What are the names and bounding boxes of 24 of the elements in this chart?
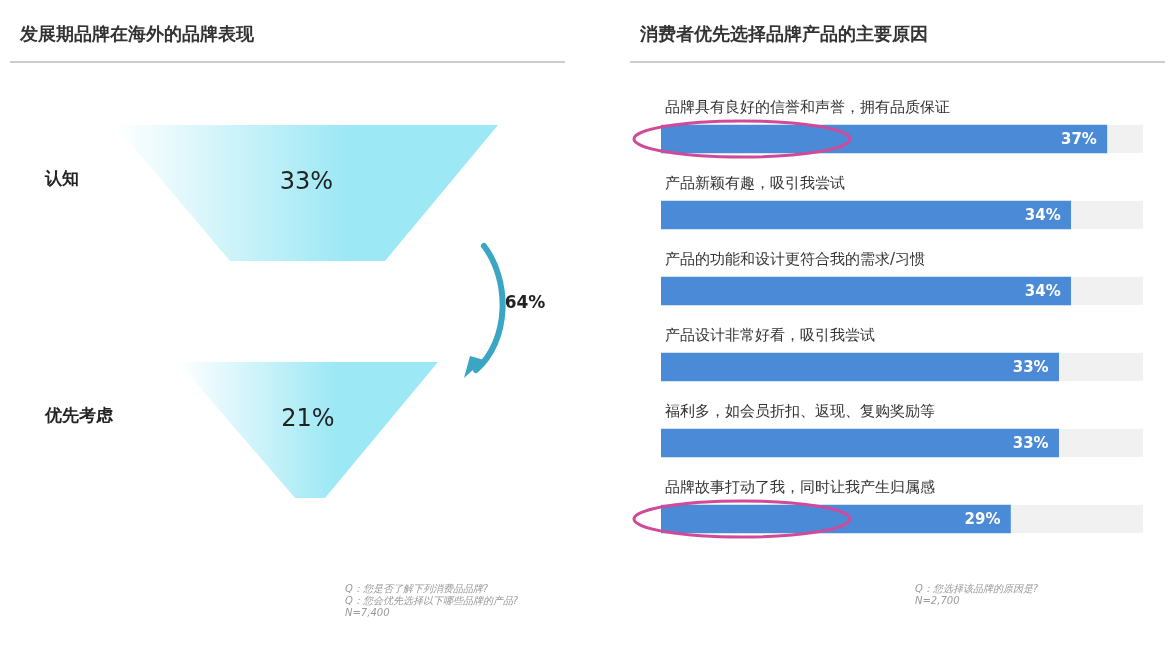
text: 发展期品牌在海外的品牌表现 bbox=[20, 22, 254, 46]
y-tick-label: 品牌具有良好的信誉和声誉，拥有品质保证 bbox=[665, 97, 950, 116]
category-label: 认知 bbox=[44, 168, 79, 189]
category-label: 优先考虑 bbox=[44, 405, 114, 426]
data-label: 37% bbox=[1060, 129, 1097, 148]
text: N=2,700 bbox=[915, 595, 961, 607]
text: Q：您是否了解下列消费品品牌? bbox=[345, 583, 490, 595]
text: 64% bbox=[504, 292, 546, 313]
data-label: 33% bbox=[1012, 433, 1049, 452]
chart-title: 消费者优先选择品牌产品的主要原因 bbox=[640, 22, 928, 46]
text: N=7,400 bbox=[345, 607, 391, 619]
data-label: 34% bbox=[1024, 205, 1061, 224]
y-tick-label: 产品的功能和设计更符合我的需求/习惯 bbox=[665, 249, 926, 268]
data-label: 34% bbox=[1024, 281, 1061, 300]
y-tick-label: 产品新颖有趣，吸引我尝试 bbox=[665, 173, 845, 192]
data-label: 33% bbox=[1012, 357, 1049, 376]
data-label: 29% bbox=[964, 509, 1001, 528]
data-label: 21% bbox=[281, 404, 335, 433]
y-tick-label: 福利多，如会员折扣、返现、复购奖励等 bbox=[665, 401, 935, 420]
y-tick-label: 品牌故事打动了我，同时让我产生归属感 bbox=[665, 477, 935, 496]
text: Q：您会优先选择以下哪些品牌的产品? bbox=[345, 595, 519, 607]
text: Q：您选择该品牌的原因是? bbox=[915, 583, 1039, 595]
data-label: 33% bbox=[279, 167, 334, 196]
y-tick-label: 产品设计非常好看，吸引我尝试 bbox=[665, 325, 875, 344]
